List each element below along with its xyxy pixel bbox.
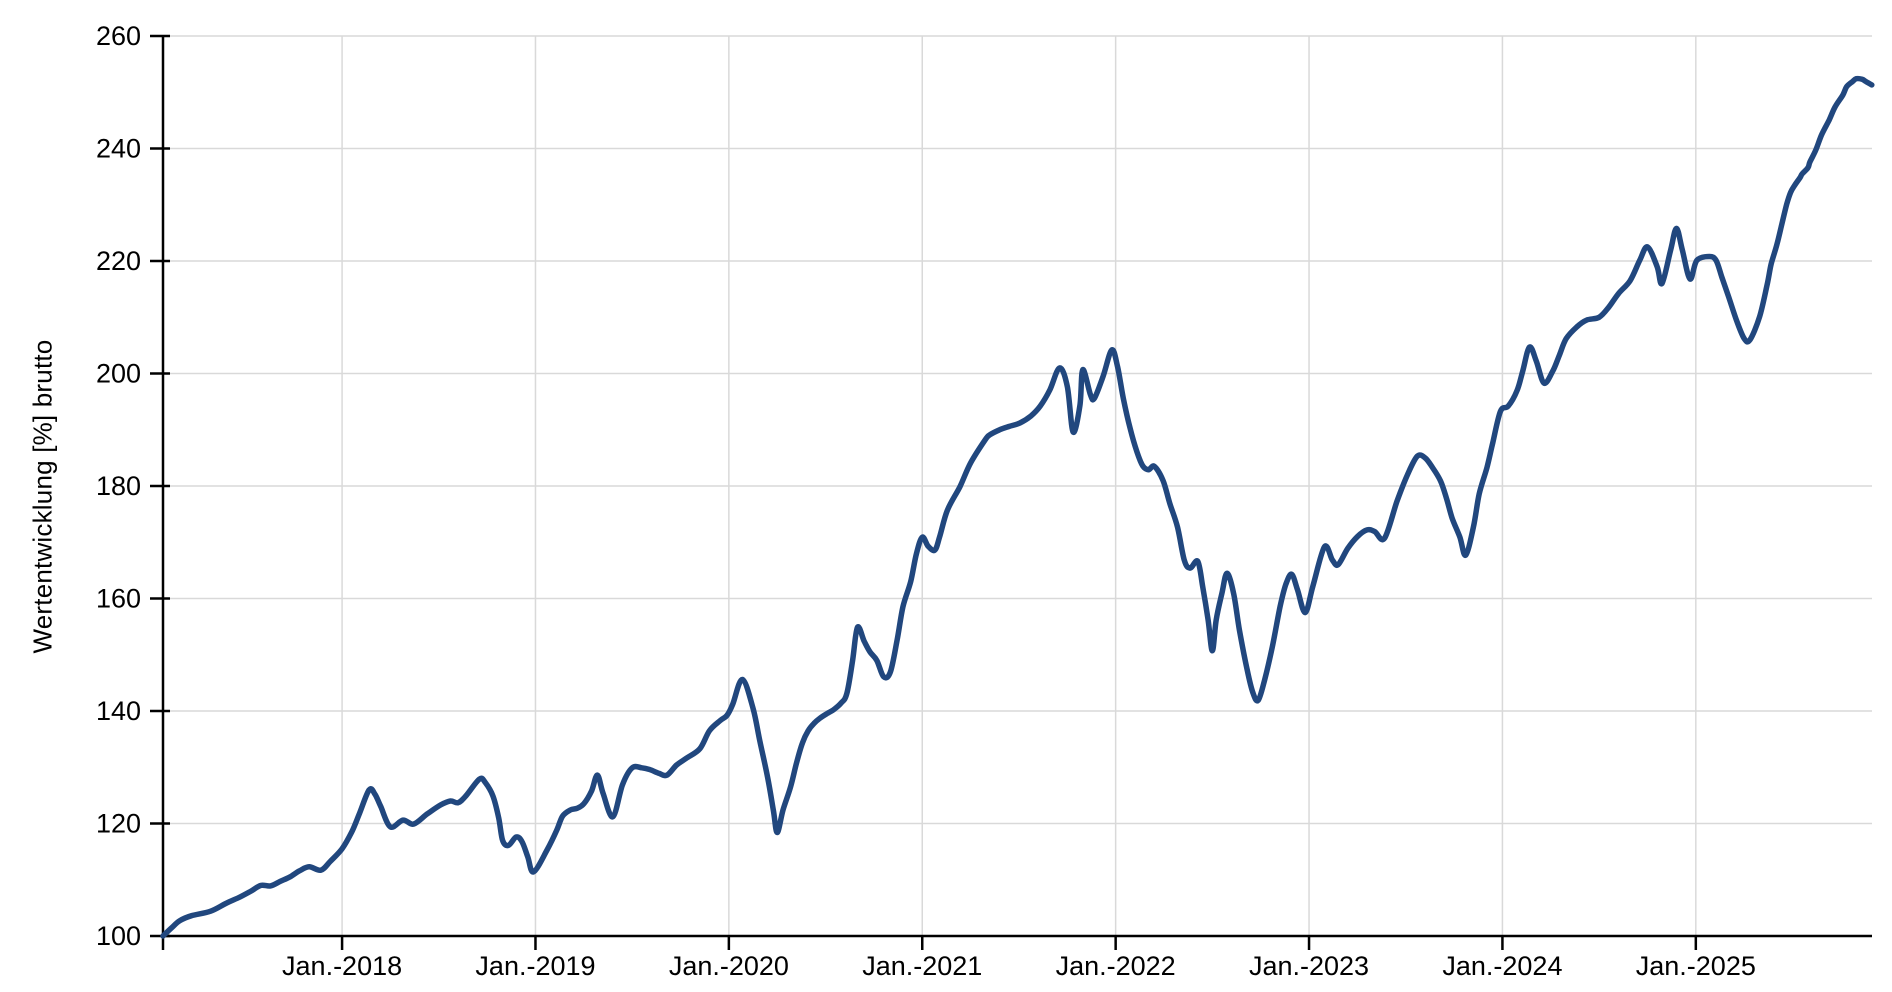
- x-tick-label: Jan.-2022: [1056, 951, 1176, 981]
- y-tick-label: 240: [96, 134, 141, 164]
- y-tick-label: 220: [96, 246, 141, 276]
- y-tick-label: 120: [96, 809, 141, 839]
- x-tick-label: Jan.-2025: [1636, 951, 1756, 981]
- y-tick-label: 100: [96, 921, 141, 951]
- performance-line: [160, 75, 1875, 939]
- y-tick-label: 200: [96, 359, 141, 389]
- y-tick-label: 260: [96, 21, 141, 51]
- x-tick-label: Jan.-2019: [475, 951, 595, 981]
- x-tick-label: Jan.-2021: [862, 951, 982, 981]
- y-tick-label: 180: [96, 471, 141, 501]
- x-tick-label: Jan.-2024: [1442, 951, 1562, 981]
- x-tick-label: Jan.-2023: [1249, 951, 1369, 981]
- x-tick-label: Jan.-2020: [669, 951, 789, 981]
- y-tick-label: 140: [96, 696, 141, 726]
- x-tick-label: Jan.-2018: [282, 951, 402, 981]
- y-tick-label: 160: [96, 584, 141, 614]
- y-axis-title: Wertentwicklung [%] brutto: [27, 339, 58, 654]
